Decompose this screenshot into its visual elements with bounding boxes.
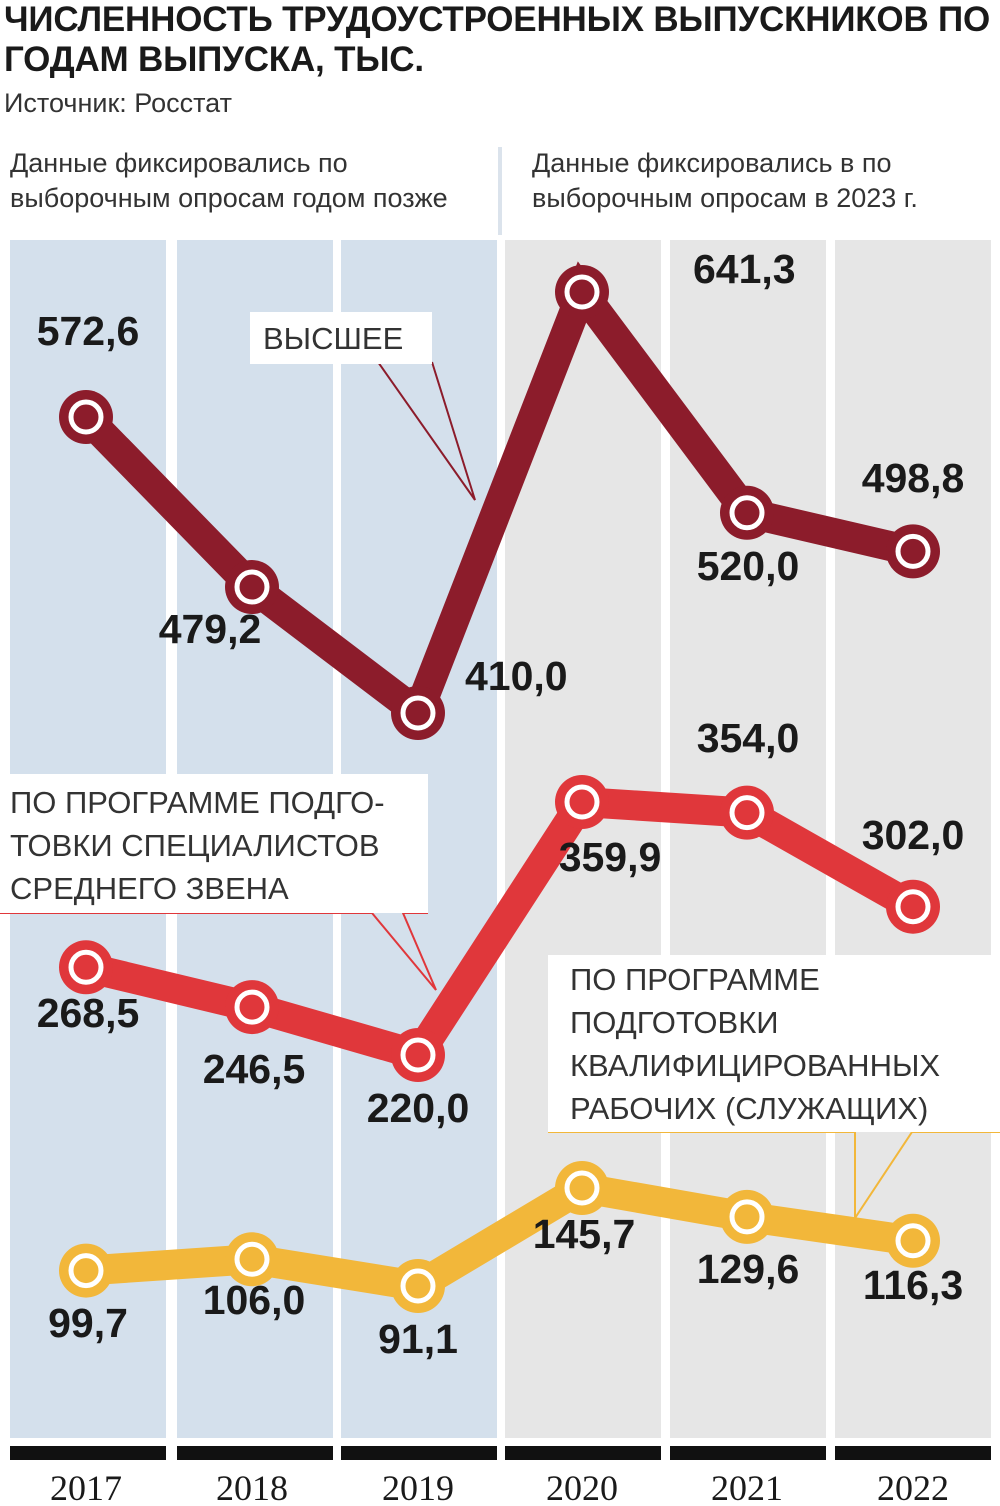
- axis-bar-2017: [10, 1446, 166, 1460]
- marker-workers-2019: [391, 1259, 445, 1313]
- marker-ring-mid-2020: [564, 784, 600, 820]
- marker-higher-2017: [59, 390, 113, 445]
- x-tick-2018: 2018: [216, 1468, 288, 1506]
- marker-ring-workers-2019: [400, 1268, 436, 1304]
- x-tick-2017: 2017: [50, 1468, 122, 1506]
- marker-ring-workers-2017: [68, 1253, 104, 1289]
- axis-bar-2018: [177, 1446, 333, 1460]
- marker-mid-2020: [555, 775, 609, 829]
- data-label-workers-2021: 129,6: [697, 1246, 800, 1292]
- marker-ring-mid-2019: [400, 1037, 436, 1073]
- marker-mid-2021: [720, 785, 774, 840]
- series-label-mid-line-1: ПО ПРОГРАММЕ ПОДГО-: [10, 785, 385, 820]
- data-label-workers-2020: 145,7: [533, 1211, 636, 1257]
- marker-workers-2018: [225, 1232, 279, 1287]
- series-label-workers-line-1: ПО ПРОГРАММЕ: [570, 962, 820, 997]
- series-line-higher: [75, 261, 917, 737]
- data-label-higher-2018: 479,2: [159, 606, 262, 652]
- marker-mid-2022: [886, 879, 940, 934]
- callout-box-workers: [548, 955, 1000, 1132]
- chart-title: ЧИСЛЕННОСТЬ ТРУДОУСТРОЕННЫХ ВЫПУСКНИКОВ …: [4, 0, 991, 79]
- data-label-higher-2022: 498,8: [862, 455, 965, 501]
- data-label-workers-2022: 116,3: [863, 1262, 963, 1308]
- axis-bar-2020: [505, 1446, 661, 1460]
- data-label-workers-2017: 99,7: [48, 1300, 128, 1346]
- axis-bar-2019: [341, 1446, 497, 1460]
- marker-workers-2020: [555, 1161, 609, 1215]
- marker-ring-workers-2022: [895, 1223, 931, 1259]
- data-label-mid-2017: 268,5: [37, 990, 140, 1036]
- marker-higher-2019: [391, 686, 445, 740]
- marker-ring-higher-2021: [729, 495, 765, 531]
- marker-mid-2017: [59, 940, 113, 995]
- marker-ring-workers-2020: [564, 1170, 600, 1206]
- marker-ring-higher-2020: [564, 274, 600, 310]
- axis-bar-2022: [835, 1446, 991, 1460]
- data-label-mid-2020: 359,9: [559, 834, 662, 880]
- marker-workers-2021: [720, 1189, 774, 1244]
- series-line-workers: [84, 1172, 916, 1302]
- series-label-workers-line-3: КВАЛИФИЦИРОВАННЫХ: [570, 1048, 940, 1083]
- marker-ring-mid-2018: [234, 989, 270, 1025]
- marker-ring-higher-2022: [895, 533, 931, 569]
- callout-box-higher: [250, 312, 432, 364]
- marker-workers-2022: [886, 1213, 940, 1268]
- series-label-workers-line-4: РАБОЧИХ (СЛУЖАЩИХ): [570, 1091, 928, 1126]
- series-label-mid-line-2: ТОВКИ СПЕЦИАЛИСТОВ: [10, 828, 380, 863]
- callout-box-mid: [0, 774, 428, 913]
- series-label-workers-line-2: ПОДГОТОВКИ: [570, 1005, 779, 1040]
- marker-ring-workers-2021: [729, 1199, 765, 1235]
- marker-ring-higher-2017: [68, 399, 104, 435]
- data-label-higher-2021: 520,0: [697, 543, 800, 589]
- x-tick-2022: 2022: [877, 1468, 949, 1506]
- x-tick-2019: 2019: [382, 1468, 454, 1506]
- marker-ring-higher-2019: [400, 695, 436, 731]
- notes-divider: [498, 147, 502, 235]
- data-label-mid-2018: 246,5: [203, 1046, 306, 1092]
- marker-higher-2021: [720, 485, 774, 540]
- data-label-workers-2018: 106,0: [203, 1277, 306, 1323]
- series-line-mid: [82, 786, 921, 1073]
- marker-ring-mid-2022: [895, 889, 931, 925]
- series-label-higher-line-1: ВЫСШЕЕ: [263, 321, 403, 356]
- callout-leader-higher: [377, 361, 476, 501]
- data-label-higher-2019: 410,0: [465, 653, 568, 699]
- marker-mid-2019: [391, 1028, 445, 1082]
- x-tick-2020: 2020: [546, 1468, 618, 1506]
- marker-mid-2018: [225, 980, 279, 1035]
- marker-ring-higher-2018: [234, 569, 270, 605]
- data-label-higher-2020: 641,3: [693, 246, 796, 292]
- marker-higher-2022: [886, 524, 940, 579]
- marker-ring-workers-2018: [234, 1241, 270, 1277]
- marker-higher-2020: [555, 265, 609, 319]
- data-label-higher-2017: 572,6: [37, 308, 140, 354]
- data-label-workers-2019: 91,1: [378, 1316, 458, 1362]
- data-label-mid-2019: 220,0: [367, 1085, 470, 1131]
- marker-workers-2017: [59, 1243, 113, 1298]
- data-label-mid-2021: 354,0: [697, 715, 800, 761]
- x-tick-2021: 2021: [711, 1468, 783, 1506]
- marker-ring-mid-2021: [729, 795, 765, 831]
- series-label-mid-line-3: СРЕДНЕГО ЗВЕНА: [10, 871, 289, 906]
- data-label-mid-2022: 302,0: [862, 812, 965, 858]
- note-right: Данные фиксировались в по выборочным опр…: [532, 148, 918, 213]
- axis-bar-2021: [670, 1446, 826, 1460]
- source-note: Источник: Росстат: [4, 88, 232, 118]
- note-left: Данные фиксировались по выборочным опрос…: [10, 148, 448, 213]
- marker-higher-2018: [225, 560, 279, 615]
- marker-ring-mid-2017: [68, 949, 104, 985]
